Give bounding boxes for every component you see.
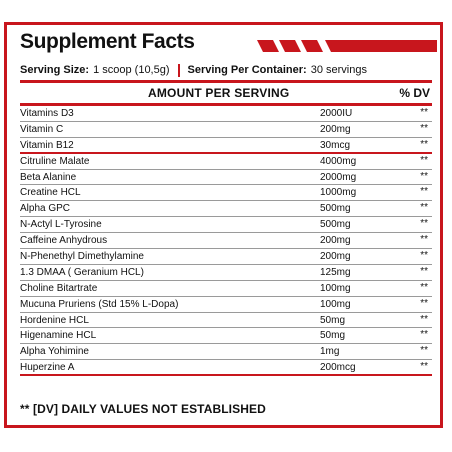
table-header: AMOUNT PER SERVING % DV <box>20 85 432 102</box>
ingredient-amount: 1mg <box>320 346 340 358</box>
ingredient-dv: ** <box>420 250 428 262</box>
ingredient-dv: ** <box>420 329 428 341</box>
ingredient-dv: ** <box>420 281 428 293</box>
ingredient-amount: 2000IU <box>320 108 353 119</box>
serving-size-label: Serving Size: <box>20 64 90 76</box>
ingredient-dv: ** <box>420 313 428 325</box>
serving-info: Serving Size: 1 scoop (10,5g) Serving Pe… <box>20 62 432 78</box>
table-row: Alpha Yohimine 1mg ** <box>20 344 432 361</box>
table-row: N-Phenethyl Dimethylamine 200mg ** <box>20 249 432 265</box>
supplement-facts-panel: Supplement Facts Serving Size: 1 scoop (… <box>4 22 443 428</box>
ingredient-name: Vitamin C <box>20 123 64 135</box>
decorative-stripes <box>257 40 437 52</box>
ingredient-dv: ** <box>420 234 428 246</box>
ingredient-amount: 500mg <box>320 219 351 231</box>
ingredient-dv: ** <box>420 122 428 134</box>
ingredient-name: Choline Bitartrate <box>20 282 98 294</box>
daily-values-footnote: ** [DV] DAILY VALUES NOT ESTABLISHED <box>20 402 266 416</box>
table-row: Vitamins D3 2000IU ** <box>20 106 432 122</box>
servings-per-container-label: Serving Per Container: <box>187 64 307 76</box>
ingredient-amount: 4000mg <box>320 155 357 167</box>
amount-per-serving-header: AMOUNT PER SERVING <box>148 86 290 100</box>
divider-top <box>20 80 432 83</box>
ingredient-amount: 50mg <box>320 330 346 342</box>
ingredient-name: Alpha Yohimine <box>20 346 89 358</box>
ingredient-amount: 100mg <box>320 298 351 310</box>
table-row: Beta Alanine 2000mg ** <box>20 170 432 186</box>
ingredient-name: Citruline Malate <box>20 155 90 167</box>
table-row: Choline Bitartrate 100mg ** <box>20 281 432 297</box>
servings-per-container-value: 30 servings <box>310 64 367 76</box>
ingredient-dv: ** <box>420 361 428 373</box>
ingredient-amount: 200mg <box>320 251 351 263</box>
ingredient-amount: 2000mg <box>320 171 357 183</box>
ingredient-name: Creatine HCL <box>20 187 81 199</box>
table-row: Hordenine HCL 50mg ** <box>20 313 432 329</box>
serving-divider <box>177 63 180 77</box>
serving-size-value: 1 scoop (10,5g) <box>93 64 170 76</box>
ingredient-amount: 200mg <box>320 123 351 135</box>
ingredient-dv: ** <box>420 186 428 198</box>
panel-title: Supplement Facts <box>20 30 195 53</box>
table-row: 1.3 DMAA ( Geranium HCL) 125mg ** <box>20 265 432 281</box>
table-row: Vitamin B12 30mcg ** <box>20 138 432 154</box>
ingredient-table: Vitamins D3 2000IU ** Vitamin C 200mg ** Vit… <box>20 106 432 377</box>
ingredient-dv: ** <box>420 202 428 214</box>
ingredient-name: Beta Alanine <box>20 171 77 183</box>
ingredient-dv: ** <box>420 154 428 166</box>
ingredient-name: Vitamins D3 <box>20 108 74 119</box>
ingredient-dv: ** <box>420 218 428 230</box>
ingredient-name: N-Phenethyl Dimethylamine <box>20 251 144 263</box>
ingredient-dv: ** <box>420 345 428 357</box>
table-row: Higenamine HCL 50mg ** <box>20 328 432 345</box>
daily-value-header: % DV <box>399 86 430 100</box>
ingredient-name: Higenamine HCL <box>20 330 97 342</box>
ingredient-amount: 100mg <box>320 282 351 294</box>
ingredient-dv: ** <box>420 138 428 150</box>
ingredient-name: N-Actyl L-Tyrosine <box>20 219 102 231</box>
table-row: Alpha GPC 500mg ** <box>20 201 432 218</box>
ingredient-dv: ** <box>420 265 428 277</box>
ingredient-amount: 200mcg <box>320 362 356 374</box>
table-row: Creatine HCL 1000mg ** <box>20 185 432 202</box>
ingredient-name: Mucuna Pruriens (Std 15% L-Dopa) <box>20 298 179 310</box>
ingredient-name: Caffeine Anhydrous <box>20 235 108 247</box>
ingredient-dv: ** <box>420 107 428 118</box>
ingredient-amount: 200mg <box>320 235 351 247</box>
ingredient-name: Hordenine HCL <box>20 314 89 326</box>
table-row: Mucuna Pruriens (Std 15% L-Dopa) 100mg ** <box>20 297 432 313</box>
table-row: Citruline Malate 4000mg ** <box>20 154 432 170</box>
ingredient-amount: 500mg <box>320 203 351 215</box>
ingredient-name: Vitamin B12 <box>20 139 74 151</box>
table-row: Huperzine A 200mcg ** <box>20 360 432 377</box>
ingredient-name: Huperzine A <box>20 362 75 374</box>
ingredient-amount: 50mg <box>320 314 346 326</box>
ingredient-name: Alpha GPC <box>20 203 71 215</box>
table-row: Caffeine Anhydrous 200mg ** <box>20 233 432 250</box>
ingredient-amount: 1000mg <box>320 187 357 199</box>
table-row: Vitamin C 200mg ** <box>20 122 432 138</box>
ingredient-name: 1.3 DMAA ( Geranium HCL) <box>20 266 144 278</box>
ingredient-amount: 30mcg <box>320 139 351 151</box>
ingredient-dv: ** <box>420 297 428 309</box>
divider-header <box>20 103 432 106</box>
ingredient-amount: 125mg <box>320 266 351 278</box>
ingredient-dv: ** <box>420 170 428 182</box>
table-row: N-Actyl L-Tyrosine 500mg ** <box>20 217 432 234</box>
